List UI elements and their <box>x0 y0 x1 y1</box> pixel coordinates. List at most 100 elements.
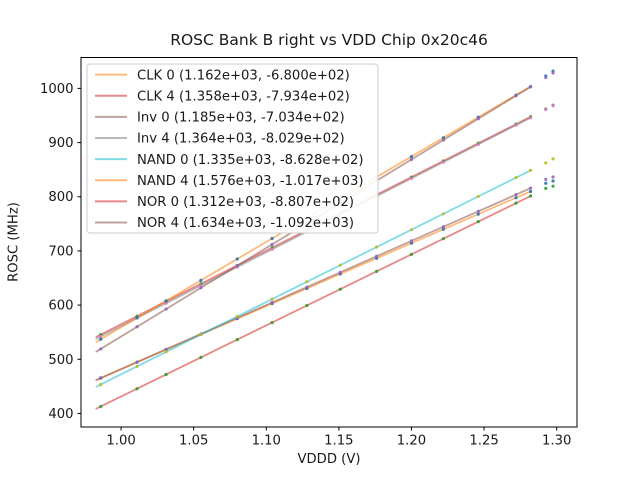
data-point <box>441 136 446 140</box>
y-tick-label: 1000 <box>40 82 74 97</box>
data-point <box>375 245 379 249</box>
x-tick-label: 1.15 <box>324 434 353 449</box>
data-point <box>528 85 533 89</box>
data-point <box>514 123 518 127</box>
data-point <box>99 337 103 341</box>
data-point <box>441 237 446 241</box>
data-point <box>235 264 239 268</box>
data-point <box>409 154 414 159</box>
data-point <box>514 196 518 200</box>
data-point <box>199 286 203 290</box>
legend-entry-inv-4: Inv 4 (1.364e+03, -8.029e+02) <box>95 132 345 147</box>
data-point <box>441 227 446 231</box>
data-point <box>305 280 309 284</box>
data-point <box>551 71 555 75</box>
data-point <box>135 387 139 391</box>
data-point <box>544 186 548 190</box>
data-point <box>544 161 548 165</box>
data-point <box>164 372 168 377</box>
legend-label: NOR 4 (1.634e+03, -1.092e+03) <box>137 216 354 231</box>
data-point <box>135 360 139 364</box>
data-point <box>544 177 548 182</box>
data-point <box>164 299 168 303</box>
data-point <box>199 332 203 337</box>
data-point <box>409 241 414 245</box>
legend-entry-nor-0: NOR 0 (1.312e+03, -8.807e+02) <box>95 195 354 210</box>
data-point <box>375 269 379 273</box>
legend-entry-nand-0: NAND 0 (1.335e+03, -8.628e+02) <box>95 153 364 168</box>
data-point <box>476 194 480 199</box>
data-point <box>514 176 518 180</box>
data-point <box>409 228 414 232</box>
data-point <box>476 212 480 216</box>
x-tick-label: 1.25 <box>469 434 498 449</box>
y-tick-label: 800 <box>48 190 73 205</box>
legend-label: CLK 4 (1.358e+03, -7.934e+02) <box>137 89 350 104</box>
y-axis-ticks: 400 500 600 700 800 900 1000 <box>40 82 81 422</box>
legend-box <box>86 63 379 234</box>
legend: CLK 0 (1.162e+03, -6.800e+02) CLK 4 (1.35… <box>86 63 379 234</box>
data-point <box>164 350 168 354</box>
data-point <box>514 94 518 98</box>
data-point <box>164 347 168 351</box>
data-point <box>270 300 274 305</box>
data-point <box>270 242 274 247</box>
data-point <box>199 283 203 288</box>
x-tick-label: 1.10 <box>252 434 281 449</box>
data-point <box>544 181 548 185</box>
data-point <box>99 404 103 409</box>
data-point <box>441 212 446 216</box>
data-point <box>338 270 342 274</box>
y-tick-label: 400 <box>48 407 73 422</box>
data-point <box>199 278 203 282</box>
y-tick-label: 900 <box>48 136 73 151</box>
data-point <box>551 175 555 179</box>
data-point <box>551 157 555 161</box>
legend-label: CLK 0 (1.162e+03, -6.800e+02) <box>137 68 350 83</box>
fit-line-nor-0 <box>95 194 533 410</box>
data-point <box>551 184 555 188</box>
legend-label: NOR 0 (1.312e+03, -8.807e+02) <box>137 195 354 210</box>
data-point <box>528 189 533 194</box>
legend-label: NAND 0 (1.335e+03, -8.628e+02) <box>137 153 364 168</box>
x-axis-ticks: 1.00 1.05 1.10 1.15 1.20 1.25 1.30 <box>106 427 571 449</box>
y-tick-label: 500 <box>48 353 73 368</box>
data-point <box>99 376 103 380</box>
data-point <box>338 287 342 291</box>
data-point <box>235 338 239 342</box>
data-point <box>476 117 480 121</box>
legend-label: NAND 4 (1.576e+03, -1.017e+03) <box>137 174 364 189</box>
data-point <box>476 220 480 224</box>
data-point <box>164 301 168 305</box>
data-point <box>235 314 239 319</box>
legend-label: Inv 4 (1.364e+03, -8.029e+02) <box>137 132 345 147</box>
data-point <box>135 364 139 368</box>
data-point <box>476 209 480 213</box>
data-point <box>528 116 533 120</box>
scatter-nand-0 <box>99 157 555 387</box>
data-point <box>551 179 555 183</box>
fit-line-inv-0 <box>95 186 533 382</box>
legend-entry-nor-4: NOR 4 (1.634e+03, -1.092e+03) <box>95 216 354 231</box>
data-point <box>99 334 103 339</box>
scatter-inv-0 <box>99 175 555 380</box>
scatter-points <box>99 69 555 409</box>
legend-entry-nand-4: NAND 4 (1.576e+03, -1.017e+03) <box>95 174 364 189</box>
data-point <box>199 355 203 360</box>
scatter-nor-0 <box>99 184 555 409</box>
data-point <box>99 382 103 387</box>
legend-entry-clk-0: CLK 0 (1.162e+03, -6.800e+02) <box>95 68 350 83</box>
legend-label: Inv 0 (1.185e+03, -7.034e+02) <box>137 111 345 126</box>
data-point <box>441 138 446 142</box>
data-point <box>305 285 309 289</box>
data-point <box>270 236 274 241</box>
data-point <box>99 347 103 351</box>
data-point <box>409 252 414 256</box>
data-point <box>528 186 533 190</box>
data-point <box>409 176 414 180</box>
data-point <box>270 320 274 325</box>
data-point <box>164 307 168 311</box>
x-axis-label: VDDD (V) <box>297 452 361 467</box>
